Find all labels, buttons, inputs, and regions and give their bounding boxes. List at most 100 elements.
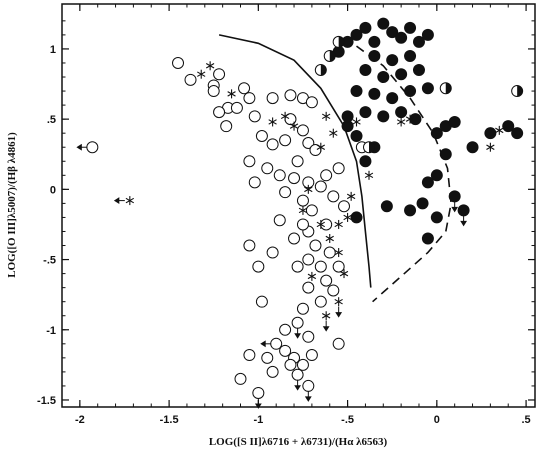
filled-circle-point: [416, 197, 429, 210]
open-circle-point: [284, 89, 297, 102]
open-circle-point: [338, 200, 351, 213]
open-circle-point: [302, 253, 315, 266]
asterisk-stroke: [321, 113, 331, 120]
y-axis-ticks: 1 .5 0 -.5 -1 -1.5: [37, 20, 535, 407]
open-circle-point: [184, 73, 197, 86]
open-circle-point: [243, 155, 256, 168]
limit-arrow-down: [304, 390, 312, 402]
filled-circle-point: [350, 85, 363, 98]
asterisk-stroke: [405, 116, 415, 122]
open-circle-point: [266, 92, 279, 105]
open-circle-point: [279, 186, 292, 199]
asterisk-point: [316, 142, 326, 152]
asterisk-stroke: [334, 298, 343, 305]
limit-arrow-down: [294, 379, 302, 391]
limit-arrow-left: [113, 197, 125, 204]
open-circle-point: [252, 260, 265, 273]
open-circle-point: [279, 134, 292, 147]
open-circle-point: [243, 239, 256, 252]
asterisk-stroke: [316, 144, 326, 150]
open-circle-point: [291, 368, 304, 381]
open-circle-point: [332, 162, 345, 175]
asterisk-point: [227, 89, 236, 99]
boundary-curves: [218, 34, 452, 303]
filled-circle-point: [377, 17, 390, 30]
open-circle-point: [305, 204, 318, 217]
filled-circle-point: [350, 28, 363, 41]
open-circle-point: [296, 302, 309, 315]
x-tick-label: 0: [434, 414, 440, 426]
filled-circle-point: [466, 141, 479, 154]
filled-circle-point: [404, 49, 417, 62]
open-circle-point: [248, 110, 261, 123]
filled-circle-point: [359, 21, 372, 34]
open-circle-point: [252, 386, 265, 399]
open-circle-point: [320, 169, 333, 182]
asterisk-point: [321, 111, 331, 121]
filled-circle-point: [484, 127, 497, 140]
arrow-head: [304, 396, 312, 402]
filled-circle-point: [359, 63, 372, 76]
filled-circle-point: [368, 87, 381, 100]
open-circle-point: [273, 214, 286, 227]
open-circle-point: [279, 323, 292, 336]
filled-circle-point: [368, 49, 381, 62]
open-circle-point: [314, 295, 327, 308]
filled-circle-point: [404, 85, 417, 98]
asterisk-point: [307, 271, 317, 281]
open-circle-point: [291, 260, 304, 273]
open-circle-point: [327, 284, 340, 297]
x-tick-label: -2: [75, 414, 85, 426]
filled-circle-point: [412, 63, 425, 76]
filled-circle-point: [386, 54, 399, 67]
y-tick-label: -.5: [43, 255, 56, 267]
asterisk-point: [343, 212, 352, 222]
asterisk-point: [346, 191, 356, 201]
open-circle-point: [332, 260, 345, 273]
half-filled-circle-point: [511, 85, 524, 98]
half-filled-circle-point: [314, 63, 327, 76]
asterisk-point: [334, 248, 343, 258]
open-circle-point: [323, 246, 336, 259]
open-circle-point: [220, 120, 233, 133]
arrow-head: [260, 340, 266, 348]
asterisk-point: [334, 297, 343, 307]
x-tick-label: -1.5: [160, 414, 179, 426]
limit-arrow-down: [322, 320, 330, 332]
open-circle-point: [296, 124, 309, 137]
asterisk-stroke: [289, 123, 299, 129]
filled-circle-point: [421, 28, 434, 41]
filled-circle-point: [332, 45, 345, 58]
filled-circle-point: [421, 232, 434, 245]
open-circle-point: [266, 365, 279, 378]
x-tick-label: .5: [521, 414, 530, 426]
asterisk-point: [405, 114, 415, 124]
open-circle-point: [243, 349, 256, 362]
half-filled-circle-point: [332, 35, 345, 48]
open-circle-point: [207, 85, 220, 98]
open-circle-point: [248, 176, 261, 189]
open-circle-point: [273, 169, 286, 182]
asterisk-point: [352, 117, 361, 127]
filled-circle-point: [412, 35, 425, 48]
filled-circle-point: [341, 35, 354, 48]
open-circle-point: [279, 344, 292, 357]
filled-circle-point: [439, 148, 452, 161]
asterisk-stroke: [334, 249, 343, 256]
filled-circle-point: [404, 204, 417, 217]
open-circle-point: [314, 260, 327, 273]
asterisk-point: [334, 219, 343, 229]
filled-circle-point: [386, 26, 399, 39]
filled-circle-point: [395, 31, 408, 44]
filled-circle-point: [439, 120, 452, 133]
filled-circle-point: [430, 211, 443, 224]
open-circle-point: [327, 190, 340, 203]
asterisk-point: [495, 125, 504, 135]
open-circle-point: [255, 129, 268, 142]
open-circle-point: [314, 180, 327, 193]
y-tick-label: -1.5: [37, 395, 56, 407]
x-tick-label: -.5: [341, 414, 354, 426]
open-circle-point: [305, 349, 318, 362]
